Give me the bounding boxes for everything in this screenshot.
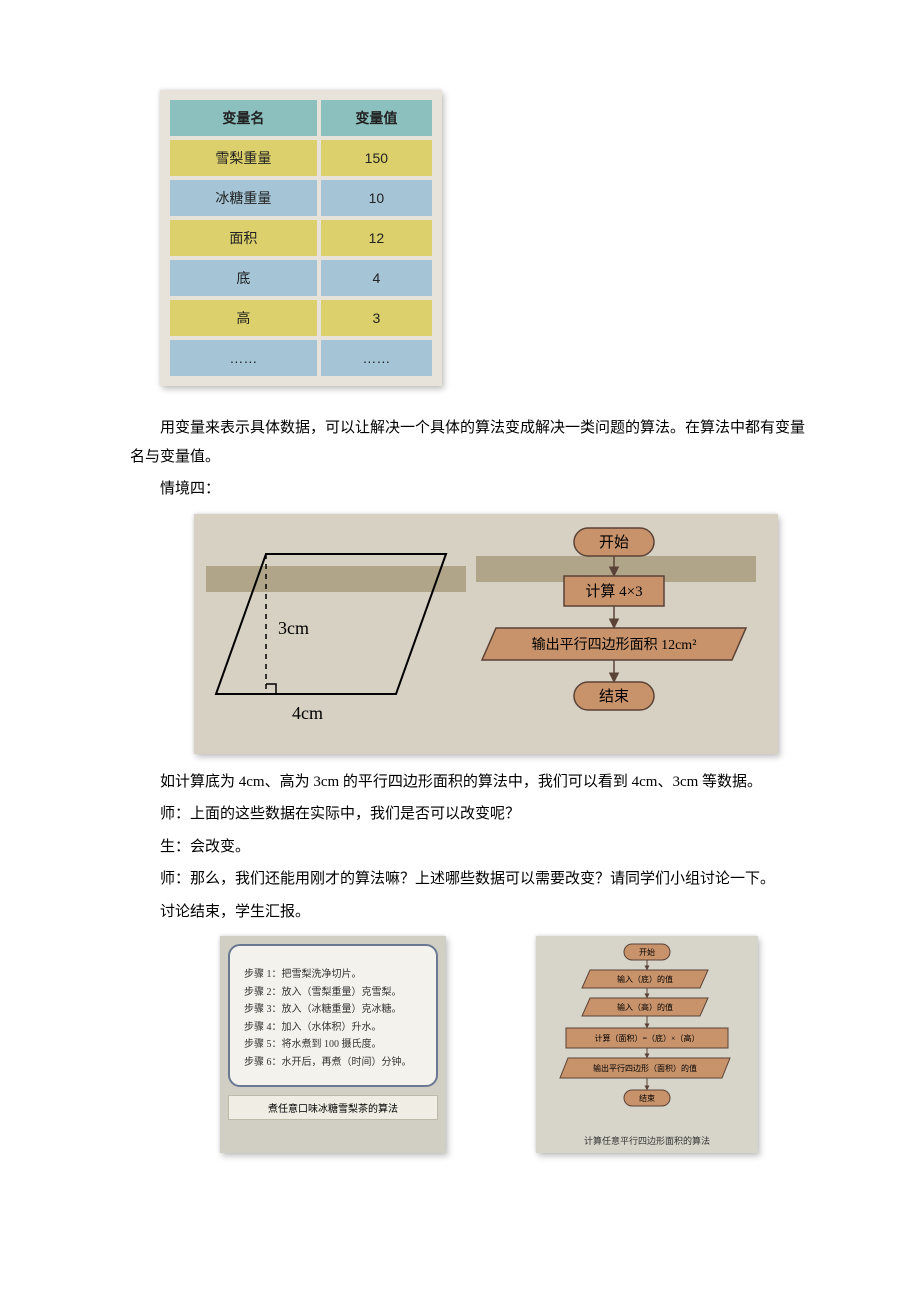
base-label: 4cm — [292, 703, 323, 723]
svg-text:输出平行四边形（面积）的值: 输出平行四边形（面积）的值 — [593, 1063, 697, 1073]
step-line: 步骤 3：放入（冰糖重量）克冰糖。 — [244, 1001, 422, 1019]
step-line: 步骤 4：加入（水体积）升水。 — [244, 1019, 422, 1037]
cell: 底 — [170, 260, 317, 296]
step-line: 步骤 2：放入（雪梨重量）克雪梨。 — [244, 984, 422, 1002]
parallelogram-diagram: 3cm 4cm — [206, 524, 466, 734]
flowchart-1: 开始 计算 4×3 输出平行四边形面积 12cm² 结束 — [476, 524, 756, 744]
svg-text:计算（面积）=（底）×（高）: 计算（面积）=（底）×（高） — [594, 1033, 699, 1043]
svg-text:开始: 开始 — [639, 947, 655, 957]
cell: 高 — [170, 300, 317, 336]
para-6: 师：那么，我们还能用刚才的算法嘛？上述哪些数据可以需要改变？请同学们小组讨论一下… — [130, 865, 810, 894]
svg-text:输入（底）的值: 输入（底）的值 — [617, 974, 673, 984]
fig2-photo: 3cm 4cm 开始 计算 4×3 输出平行四边形面积 12cm² — [194, 514, 778, 754]
svg-text:输出平行四边形面积 12cm²: 输出平行四边形面积 12cm² — [532, 637, 697, 653]
steps-card: 步骤 1：把雪梨洗净切片。 步骤 2：放入（雪梨重量）克雪梨。 步骤 3：放入（… — [220, 936, 446, 1153]
para-1: 用变量来表示具体数据，可以让解决一个具体的算法变成解决一类问题的算法。在算法中都… — [130, 414, 810, 471]
cell: …… — [321, 340, 432, 376]
height-label: 3cm — [278, 618, 309, 638]
flow2-caption: 计算任意平行四边形面积的算法 — [584, 1134, 710, 1147]
cell: 3 — [321, 300, 432, 336]
svg-text:结束: 结束 — [599, 688, 629, 705]
variable-table: 变量名 变量值 雪梨重量150 冰糖重量10 面积12 底4 高3 ………… — [166, 96, 436, 380]
cell: 150 — [321, 140, 432, 176]
para-5: 生：会改变。 — [130, 833, 810, 862]
svg-text:结束: 结束 — [639, 1093, 655, 1103]
cell: 面积 — [170, 220, 317, 256]
step-line: 步骤 6：水开后，再煮（时间）分钟。 — [244, 1054, 422, 1072]
steps-caption: 煮任意口味冰糖雪梨茶的算法 — [228, 1095, 438, 1120]
flowchart-2: 开始 输入（底）的值 输入（高）的值 计算（面积）=（底）×（高） 输出平行四边… — [548, 942, 746, 1130]
para-7: 讨论结束，学生汇报。 — [130, 898, 810, 927]
th-name: 变量名 — [170, 100, 317, 136]
svg-text:输入（高）的值: 输入（高）的值 — [617, 1002, 673, 1012]
cell: 10 — [321, 180, 432, 216]
svg-text:开始: 开始 — [599, 534, 629, 551]
step-line: 步骤 1：把雪梨洗净切片。 — [244, 966, 422, 984]
cell: 12 — [321, 220, 432, 256]
para-2: 情境四： — [130, 475, 810, 504]
cell: …… — [170, 340, 317, 376]
step-line: 步骤 5：将水煮到 100 摄氏度。 — [244, 1036, 422, 1054]
para-3: 如计算底为 4cm、高为 3cm 的平行四边形面积的算法中，我们可以看到 4cm… — [130, 768, 810, 797]
cell: 雪梨重量 — [170, 140, 317, 176]
svg-text:计算 4×3: 计算 4×3 — [585, 582, 642, 600]
th-value: 变量值 — [321, 100, 432, 136]
cell: 4 — [321, 260, 432, 296]
flowchart-2-card: 开始 输入（底）的值 输入（高）的值 计算（面积）=（底）×（高） 输出平行四边… — [536, 936, 758, 1153]
para-4: 师：上面的这些数据在实际中，我们是否可以改变呢？ — [130, 800, 810, 829]
cell: 冰糖重量 — [170, 180, 317, 216]
variable-table-photo: 变量名 变量值 雪梨重量150 冰糖重量10 面积12 底4 高3 ………… — [160, 90, 442, 386]
